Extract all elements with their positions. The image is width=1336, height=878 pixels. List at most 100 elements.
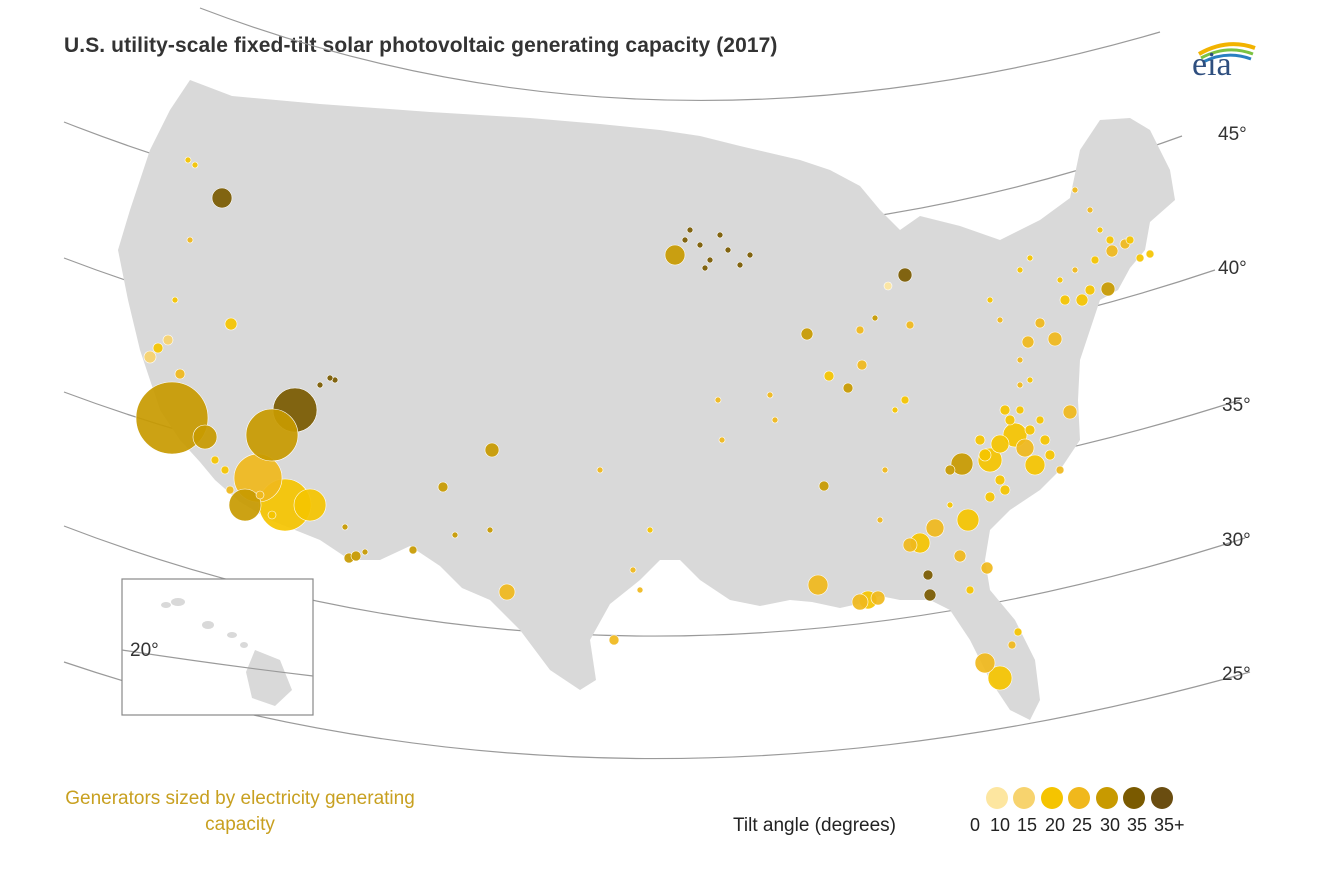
generator-marker [944,464,956,476]
generator-marker [999,404,1011,416]
generator-marker [902,537,918,553]
generator-marker [451,531,459,539]
generator-marker [855,325,865,335]
legend-swatch [1041,787,1063,809]
inset-latitude-line [121,649,314,677]
generator-marker [224,317,238,331]
generator-marker [1135,253,1145,263]
generator-marker [724,246,732,254]
generator-marker [361,548,369,556]
generator-marker [1071,186,1079,194]
contiguous-us-landmass [118,80,1175,720]
generator-marker [883,281,893,291]
generator-marker [870,590,886,606]
generator-marker [1047,331,1063,347]
legend-swatches [986,787,1173,809]
generator-marker [681,236,689,244]
generator-marker [1035,415,1045,425]
generator-marker [1059,294,1071,306]
hawaii-islands [161,598,292,706]
generator-marker [326,374,334,382]
generator-marker [1062,404,1078,420]
generator-marker [498,583,516,601]
generator-marker [718,436,726,444]
generator-marker [922,569,934,581]
generator-marker [1086,206,1094,214]
generator-marker [953,549,967,563]
generator-marker [807,574,829,596]
latitude-label-30: 30° [1222,530,1251,551]
generator-marker [636,586,644,594]
generator-marker [925,518,945,538]
generator-marker [1015,438,1035,458]
generator-marker [686,226,694,234]
generator-marker [1100,281,1116,297]
generator-marker [974,652,996,674]
generator-marker [905,320,915,330]
legend-label-25: 25 [1072,815,1093,835]
generator-marker [267,510,277,520]
generator-marker [184,156,192,164]
generator-marker [1024,454,1046,476]
generator-marker [646,526,654,534]
generator-marker [871,314,879,322]
latitude-label-40: 40° [1218,258,1247,279]
generator-marker [1055,465,1065,475]
generator-marker [293,488,327,522]
generator-marker [1024,424,1036,436]
generator-marker [980,561,994,575]
generator-marker [1105,235,1115,245]
generator-marker [842,382,854,394]
generator-marker [228,488,262,522]
generator-marker [923,588,937,602]
generator-marker [823,370,835,382]
generator-marker [1096,226,1104,234]
legend-label-10: 10 [990,815,1011,835]
generator-marker [996,316,1004,324]
generator-marker [210,455,220,465]
eia-logo: eia [1187,32,1267,83]
latitude-label-45: 45° [1218,124,1247,145]
generator-marker [220,465,230,475]
generator-marker [171,296,179,304]
generator-marker [350,550,362,562]
eia-logo-icon [1198,42,1256,64]
legend-title: Tilt angle (degrees) [733,815,896,836]
generator-marker [211,187,233,209]
legend-swatch [1151,787,1173,809]
generator-marker [186,236,194,244]
generator-marker [162,334,174,346]
generator-size-note: Generators sized by electricity generati… [65,788,415,835]
generator-marker [245,408,299,462]
generator-marker [897,267,913,283]
generator-marker [1013,627,1023,637]
generator-marker [965,585,975,595]
generator-marker [950,452,974,476]
generator-marker [1015,405,1025,415]
generator-marker [1044,449,1056,461]
generator-marker [851,593,869,611]
legend-label-35plus: 35+ [1154,815,1185,835]
generator-marker [990,434,1010,454]
generator-marker [596,466,604,474]
generator-marker [143,350,157,364]
generator-marker [316,381,324,389]
generator-marker [174,368,186,380]
generator-marker [876,516,884,524]
generator-marker [974,434,986,446]
generator-marker [746,251,754,259]
generator-marker [891,406,899,414]
legend-swatch [1096,787,1118,809]
generator-marker [1034,317,1046,329]
legend-swatch [1013,787,1035,809]
generator-marker [900,395,910,405]
generator-marker [800,327,814,341]
generator-marker [1145,249,1155,259]
map-title: U.S. utility-scale fixed-tilt solar phot… [64,34,778,57]
legend-swatch [986,787,1008,809]
generator-marker [1026,254,1034,262]
generator-marker [1021,335,1035,349]
generator-marker [1084,284,1096,296]
generator-marker [255,490,265,500]
generator-marker [696,241,704,249]
